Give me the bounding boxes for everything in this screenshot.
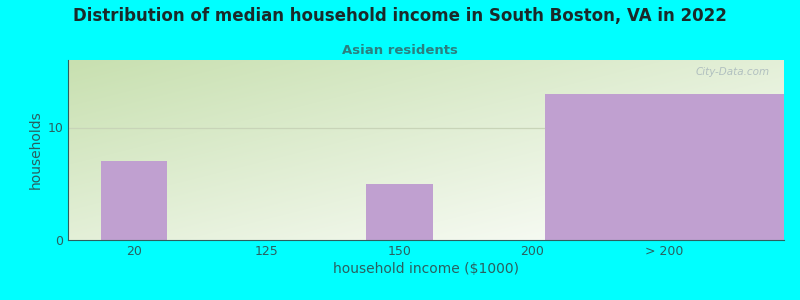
Y-axis label: households: households — [29, 111, 43, 189]
Text: Distribution of median household income in South Boston, VA in 2022: Distribution of median household income … — [73, 8, 727, 26]
X-axis label: household income ($1000): household income ($1000) — [333, 262, 519, 276]
Bar — [101, 161, 167, 240]
Bar — [366, 184, 433, 240]
Text: City-Data.com: City-Data.com — [695, 67, 770, 77]
Text: Asian residents: Asian residents — [342, 44, 458, 56]
Bar — [546, 94, 784, 240]
